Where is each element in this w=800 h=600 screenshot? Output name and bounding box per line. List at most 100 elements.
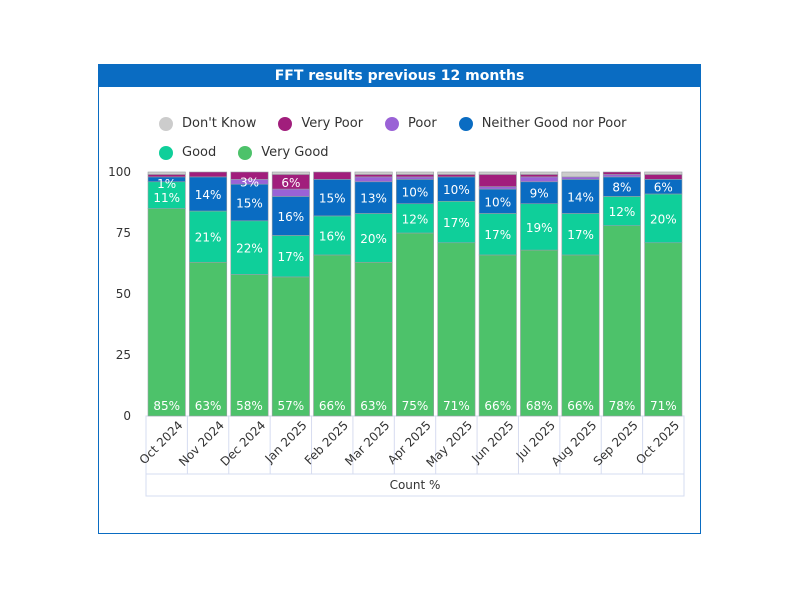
bar-segment-don-t-know	[478, 171, 517, 175]
bar-segment-very-poor	[396, 174, 434, 178]
data-label: 3%	[240, 175, 259, 189]
legend-label: Poor	[408, 116, 437, 131]
legend-item-very-poor[interactable]: Very Poor	[278, 116, 363, 131]
bar-segment-poor	[602, 174, 641, 178]
data-label: 10%	[443, 183, 470, 197]
data-label: 12%	[609, 205, 636, 219]
data-label: 58%	[236, 399, 263, 413]
data-label: 1%	[157, 177, 176, 191]
data-label: 8%	[612, 181, 631, 195]
legend-dot-icon	[159, 116, 173, 131]
bar-segment-poor	[271, 188, 310, 197]
legend-item-neither[interactable]: Neither Good nor Poor	[458, 116, 627, 131]
bar-segment-very-good	[230, 274, 269, 417]
x-category-grid	[145, 415, 685, 475]
y-tick-label: 50	[116, 287, 131, 301]
legend-dot-icon	[278, 116, 293, 131]
bar-segment-don-t-know	[437, 171, 476, 175]
legend-item-dont-know[interactable]: Don't Know	[159, 116, 256, 131]
bar-segment-very-poor	[520, 174, 559, 178]
bar-segment-neither-good-nor-poor	[396, 179, 434, 205]
y-tick-label: 0	[123, 409, 131, 423]
y-tick-label: 75	[116, 226, 131, 240]
bar-segment-very-poor	[354, 174, 393, 178]
bar-segment-very-poor	[313, 171, 352, 180]
data-label: 85%	[153, 399, 180, 413]
bar-segment-good	[354, 213, 393, 263]
bar-segment-very-good	[478, 254, 517, 417]
legend-dot-icon	[159, 145, 173, 160]
legend-row-1: Don't Know Very Poor Poor Neither Good n…	[159, 109, 679, 138]
bar-segment-good	[147, 181, 186, 209]
legend-item-poor[interactable]: Poor	[385, 116, 437, 131]
data-label: 22%	[236, 242, 263, 256]
legend-label: Very Good	[261, 145, 329, 160]
bar-segment-very-good	[644, 242, 683, 417]
data-label: 75%	[402, 399, 429, 413]
y-tick-label: 25	[116, 348, 131, 362]
x-axis-title-box	[145, 473, 685, 497]
data-label: 10%	[484, 195, 511, 209]
bar-segment-good	[520, 203, 559, 251]
data-label: 71%	[443, 399, 470, 413]
bar-segment-neither-good-nor-poor	[354, 181, 393, 214]
y-tick-label: 100	[108, 165, 131, 179]
data-label: 6%	[281, 176, 300, 190]
bar-segment-good	[271, 235, 310, 278]
bar-segment-very-poor	[602, 171, 641, 175]
data-label: 11%	[153, 191, 180, 205]
bar-segment-don-t-know	[644, 171, 683, 175]
data-label: 63%	[360, 399, 387, 413]
data-label: 14%	[195, 188, 222, 202]
bar-segment-don-t-know	[520, 171, 559, 175]
bar-segment-poor	[561, 176, 600, 180]
bar-segment-very-good	[354, 261, 393, 417]
data-label: 9%	[530, 187, 549, 201]
bar-segment-very-good	[147, 208, 186, 417]
bar-segment-very-good	[271, 276, 310, 417]
bar-segment-good	[602, 196, 641, 226]
data-label: 66%	[567, 399, 594, 413]
bar-segment-very-good	[520, 249, 559, 417]
legend-label: Very Poor	[301, 116, 364, 131]
bar-segment-poor	[520, 176, 559, 183]
legend-label: Don't Know	[182, 116, 257, 131]
legend-dot-icon	[385, 116, 400, 131]
bar-segment-neither-good-nor-poor	[561, 179, 600, 214]
data-label: 13%	[360, 192, 387, 206]
bar-segment-good	[437, 200, 476, 244]
bar-segment-very-poor	[437, 174, 476, 178]
data-label: 63%	[195, 399, 222, 413]
data-label: 21%	[195, 231, 222, 245]
legend-item-very-good[interactable]: Very Good	[238, 145, 329, 160]
legend-item-good[interactable]: Good	[159, 145, 216, 160]
data-label: 15%	[236, 197, 263, 211]
bar-segment-good	[396, 203, 434, 234]
legend-dot-icon	[238, 145, 253, 160]
data-label: 17%	[278, 250, 305, 264]
bar-segment-very-good	[561, 254, 600, 417]
legend-row-2: Good Very Good	[159, 138, 679, 167]
legend-dot-icon	[458, 116, 473, 131]
bar-segment-poor	[478, 186, 517, 190]
bar-segment-don-t-know	[271, 171, 310, 175]
bar-segment-don-t-know	[147, 171, 186, 175]
data-label: 16%	[278, 210, 305, 224]
bar-segment-good	[230, 220, 269, 275]
data-label: 71%	[650, 399, 677, 413]
bar-segment-good	[189, 210, 228, 263]
bar-segment-very-good	[396, 232, 434, 417]
bar-segment-good	[644, 193, 683, 244]
data-label: 17%	[567, 228, 594, 242]
data-label: 57%	[278, 399, 305, 413]
bar-segment-neither-good-nor-poor	[230, 183, 269, 222]
legend-label: Good	[182, 145, 217, 160]
data-label: 14%	[567, 190, 594, 204]
bar-segment-don-t-know	[354, 171, 393, 175]
data-label: 66%	[484, 399, 511, 413]
chart-panel: FFT results previous 12 months Don't Kno…	[98, 64, 701, 534]
bar-segment-poor	[396, 176, 434, 180]
data-label: 10%	[402, 186, 429, 200]
bar-segment-good	[561, 213, 600, 256]
